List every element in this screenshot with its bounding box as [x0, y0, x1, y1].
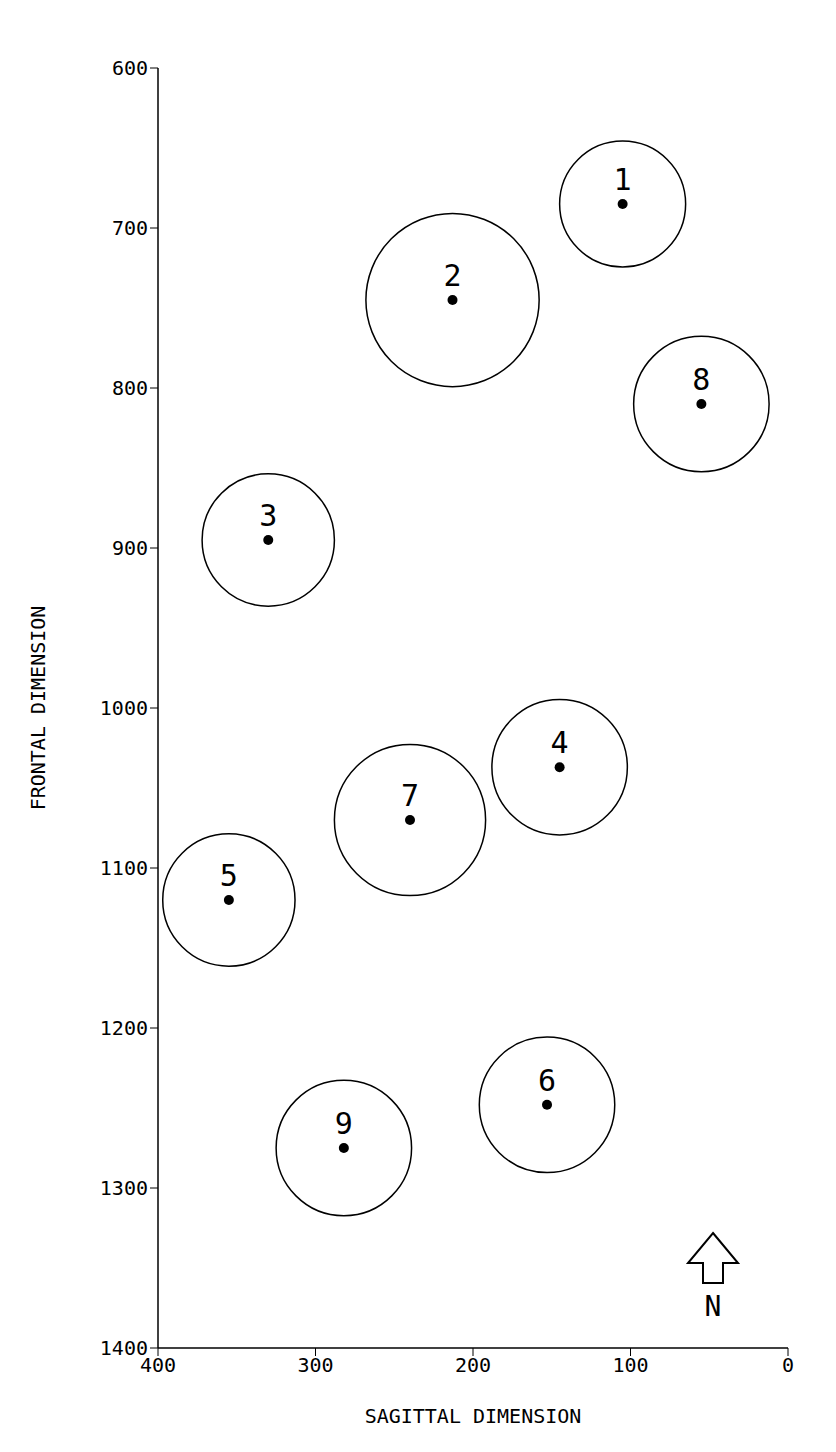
- svg-text:6: 6: [538, 1063, 556, 1098]
- svg-text:0: 0: [782, 1353, 794, 1377]
- svg-text:7: 7: [401, 778, 419, 813]
- svg-text:3: 3: [259, 498, 277, 533]
- svg-text:1: 1: [614, 162, 632, 197]
- svg-text:300: 300: [297, 1353, 333, 1377]
- svg-text:100: 100: [612, 1353, 648, 1377]
- svg-text:SAGITTAL DIMENSION: SAGITTAL DIMENSION: [365, 1404, 582, 1428]
- svg-text:900: 900: [112, 536, 148, 560]
- svg-text:1000: 1000: [100, 696, 148, 720]
- svg-text:1100: 1100: [100, 856, 148, 880]
- svg-text:700: 700: [112, 216, 148, 240]
- svg-text:5: 5: [220, 858, 238, 893]
- svg-text:N: N: [705, 1290, 722, 1323]
- svg-text:9: 9: [335, 1106, 353, 1141]
- svg-text:4: 4: [551, 725, 569, 760]
- svg-text:200: 200: [455, 1353, 491, 1377]
- svg-text:8: 8: [692, 362, 710, 397]
- svg-text:600: 600: [112, 56, 148, 80]
- svg-text:2: 2: [443, 258, 461, 293]
- svg-text:1300: 1300: [100, 1176, 148, 1200]
- svg-text:FRONTAL DIMENSION: FRONTAL DIMENSION: [26, 606, 50, 811]
- svg-text:1400: 1400: [100, 1336, 148, 1360]
- svg-text:1200: 1200: [100, 1016, 148, 1040]
- svg-text:800: 800: [112, 376, 148, 400]
- svg-text:400: 400: [139, 1353, 177, 1378]
